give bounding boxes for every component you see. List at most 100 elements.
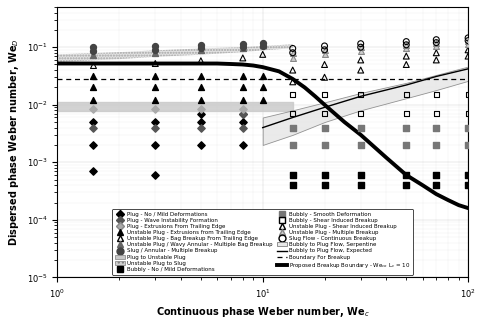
Point (197, 85, 205, 90)
Point (239, 55, 247, 61)
Point (402, 125, 410, 130)
Point (90, 125, 98, 130)
Point (239, 125, 247, 130)
Point (321, 125, 328, 130)
Point (289, 142, 297, 148)
Point (90, 73, 98, 78)
Point (464, 142, 472, 148)
Point (152, 106, 159, 111)
Legend: Plug - No / Mild Deformations, Plug - Wave Instability Formation, Plug - Extrusi: Plug - No / Mild Deformations, Plug - Wa… (112, 209, 413, 274)
Point (402, 183, 410, 188)
Point (357, 125, 365, 130)
Point (289, 111, 297, 116)
Point (464, 38, 472, 43)
Point (239, 41, 247, 46)
Point (90, 119, 98, 125)
Point (239, 45, 247, 50)
Point (239, 106, 247, 111)
Point (432, 40, 440, 45)
Point (432, 125, 440, 130)
Point (464, 47, 472, 52)
Point (321, 47, 328, 52)
Point (289, 79, 297, 84)
Point (197, 142, 205, 148)
Point (321, 62, 328, 67)
Point (197, 97, 205, 103)
Point (357, 41, 365, 46)
Point (259, 97, 267, 103)
Point (464, 53, 472, 59)
Point (90, 53, 98, 58)
Point (90, 63, 98, 68)
Point (464, 172, 472, 178)
Point (197, 125, 205, 130)
Point (321, 142, 328, 148)
Point (259, 73, 267, 78)
Point (152, 47, 159, 52)
Point (402, 111, 410, 116)
Point (239, 119, 247, 125)
Point (152, 61, 159, 66)
Point (402, 42, 410, 47)
Point (289, 67, 297, 73)
Point (197, 73, 205, 78)
Point (239, 45, 247, 50)
Point (432, 92, 440, 97)
Point (357, 111, 365, 116)
Point (239, 111, 247, 116)
Point (289, 55, 297, 61)
Point (464, 35, 472, 40)
Point (197, 106, 205, 111)
Point (259, 40, 267, 45)
Point (289, 183, 297, 188)
Point (402, 172, 410, 178)
Point (402, 46, 410, 51)
Point (402, 53, 410, 59)
Point (90, 49, 98, 54)
Point (259, 52, 267, 57)
Point (90, 106, 98, 111)
Point (152, 85, 159, 90)
Point (90, 169, 98, 174)
Point (289, 125, 297, 130)
Point (152, 43, 159, 49)
Point (321, 47, 328, 52)
Point (152, 172, 159, 178)
Point (90, 142, 98, 148)
Point (289, 50, 297, 55)
Point (289, 46, 297, 51)
Point (90, 85, 98, 90)
Point (432, 43, 440, 49)
Point (197, 48, 205, 53)
Point (259, 85, 267, 90)
X-axis label: Continuous phase Weber number, We$_c$: Continuous phase Weber number, We$_c$ (156, 305, 369, 319)
Point (289, 172, 297, 178)
Point (357, 142, 365, 148)
Point (239, 142, 247, 148)
Point (239, 97, 247, 103)
Point (321, 111, 328, 116)
Point (357, 45, 365, 50)
Point (464, 38, 472, 43)
Point (239, 111, 247, 116)
Point (259, 43, 267, 48)
Point (321, 92, 328, 97)
Point (152, 97, 159, 103)
Point (357, 172, 365, 178)
Point (289, 92, 297, 97)
Point (357, 92, 365, 97)
Point (357, 57, 365, 63)
Point (152, 50, 159, 55)
Point (402, 39, 410, 44)
Point (357, 49, 365, 54)
Point (432, 111, 440, 116)
Point (432, 183, 440, 188)
Point (402, 142, 410, 148)
Point (321, 52, 328, 57)
Point (357, 183, 365, 188)
Y-axis label: Dispersed phase Weber number, We$_D$: Dispersed phase Weber number, We$_D$ (7, 38, 21, 246)
Point (90, 97, 98, 103)
Point (321, 75, 328, 80)
Point (432, 142, 440, 148)
Point (152, 142, 159, 148)
